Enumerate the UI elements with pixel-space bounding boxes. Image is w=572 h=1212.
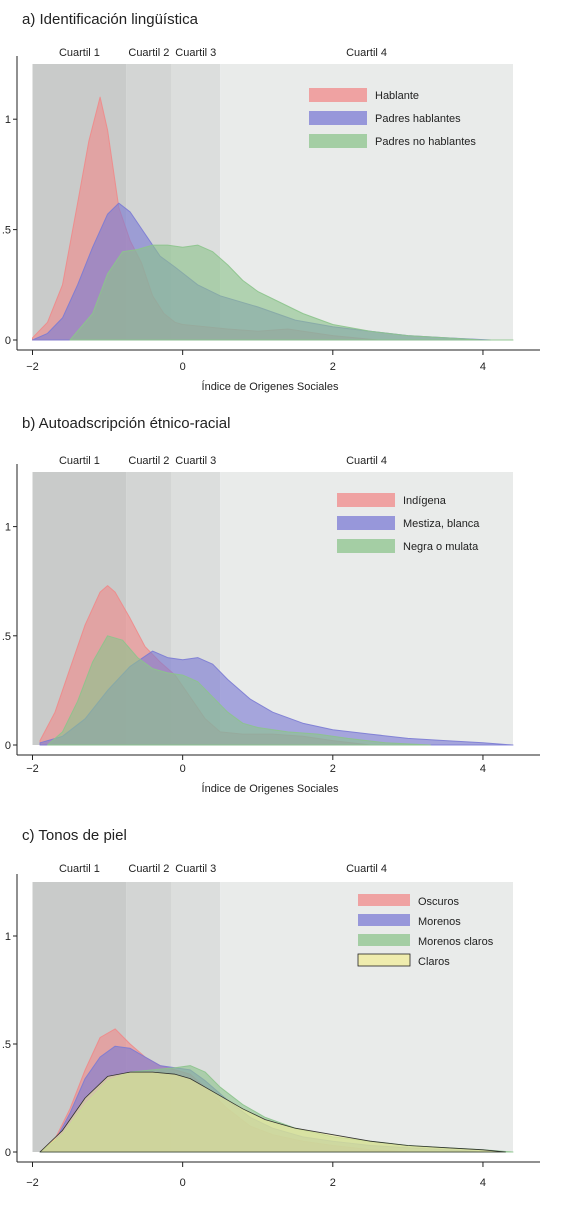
legend-swatch-2 bbox=[337, 516, 395, 530]
legend-label-2: Mestiza, blanca bbox=[403, 518, 480, 530]
series-area-3 bbox=[47, 635, 431, 746]
x-tick-label: −2 bbox=[26, 361, 39, 373]
series-area-3 bbox=[69, 244, 514, 341]
x-tick-label: −2 bbox=[26, 763, 39, 775]
legend-label-2: Padres hablantes bbox=[375, 113, 461, 125]
density-chart-1: a) Identificación lingüística Cuartil 1 Cu… bbox=[2, 11, 540, 393]
quartile-label-4: Cuartil 4 bbox=[346, 47, 387, 59]
y-tick-label: 1 bbox=[5, 931, 11, 943]
legend-label-2: Morenos bbox=[418, 916, 461, 928]
x-axis-label: Índice de Origenes Sociales bbox=[202, 380, 339, 393]
density-chart-3: c) Tonos de piel Cuartil 1 Cuartil 2 Cuarti… bbox=[2, 827, 540, 1189]
quartile-label-1: Cuartil 1 bbox=[59, 47, 100, 59]
x-axis-label: Índice de Origenes Sociales bbox=[202, 782, 339, 795]
legend-label-3: Negra o mulata bbox=[403, 541, 479, 553]
chart-title: a) Identificación lingüística bbox=[22, 11, 199, 28]
x-tick-label: 2 bbox=[330, 763, 336, 775]
quartile-label-2: Cuartil 2 bbox=[128, 863, 169, 875]
legend-label-1: Oscuros bbox=[418, 896, 459, 908]
chart-title: c) Tonos de piel bbox=[22, 827, 127, 844]
legend-swatch-3 bbox=[309, 134, 367, 148]
density-chart-2: b) Autoadscripción étnico-racial Cuartil … bbox=[2, 415, 540, 795]
quartile-label-4: Cuartil 4 bbox=[346, 455, 387, 467]
legend-swatch-1 bbox=[358, 894, 410, 906]
quartile-band-4 bbox=[220, 882, 513, 1152]
y-tick-label: .5 bbox=[2, 225, 11, 237]
x-tick-label: −2 bbox=[26, 1177, 39, 1189]
x-tick-label: 4 bbox=[480, 763, 486, 775]
quartile-band-4 bbox=[220, 64, 513, 340]
legend-label-3: Morenos claros bbox=[418, 936, 494, 948]
chart-title: b) Autoadscripción étnico-racial bbox=[22, 415, 230, 432]
x-tick-label: 0 bbox=[180, 361, 186, 373]
legend-swatch-1 bbox=[309, 88, 367, 102]
legend-swatch-2 bbox=[309, 111, 367, 125]
x-tick-label: 2 bbox=[330, 361, 336, 373]
legend-label-1: Hablante bbox=[375, 90, 419, 102]
quartile-label-3: Cuartil 3 bbox=[175, 47, 216, 59]
quartile-label-1: Cuartil 1 bbox=[59, 455, 100, 467]
x-tick-label: 0 bbox=[180, 1177, 186, 1189]
y-tick-label: 0 bbox=[5, 1147, 11, 1159]
legend-label-3: Padres no hablantes bbox=[375, 136, 476, 148]
legend-swatch-3 bbox=[358, 934, 410, 946]
quartile-label-2: Cuartil 2 bbox=[128, 47, 169, 59]
x-tick-label: 4 bbox=[480, 1177, 486, 1189]
quartile-band-4 bbox=[220, 472, 513, 745]
x-tick-label: 0 bbox=[180, 763, 186, 775]
legend-label-1: Indígena bbox=[403, 495, 447, 507]
series-area-4 bbox=[39, 1071, 506, 1153]
legend-swatch-4 bbox=[357, 953, 411, 967]
legend-label-4: Claros bbox=[418, 956, 450, 968]
y-tick-label: 0 bbox=[5, 335, 11, 347]
quartile-label-1: Cuartil 1 bbox=[59, 863, 100, 875]
quartile-label-2: Cuartil 2 bbox=[128, 455, 169, 467]
legend-swatch-3 bbox=[337, 539, 395, 553]
quartile-label-3: Cuartil 3 bbox=[175, 455, 216, 467]
quartile-label-3: Cuartil 3 bbox=[175, 863, 216, 875]
x-tick-label: 2 bbox=[330, 1177, 336, 1189]
y-tick-label: 0 bbox=[5, 740, 11, 752]
y-tick-label: .5 bbox=[2, 1039, 11, 1051]
x-tick-label: 4 bbox=[480, 361, 486, 373]
legend-swatch-2 bbox=[358, 914, 410, 926]
y-tick-label: .5 bbox=[2, 631, 11, 643]
y-tick-label: 1 bbox=[5, 114, 11, 126]
y-tick-label: 1 bbox=[5, 522, 11, 534]
legend-swatch-1 bbox=[337, 493, 395, 507]
quartile-label-4: Cuartil 4 bbox=[346, 863, 387, 875]
